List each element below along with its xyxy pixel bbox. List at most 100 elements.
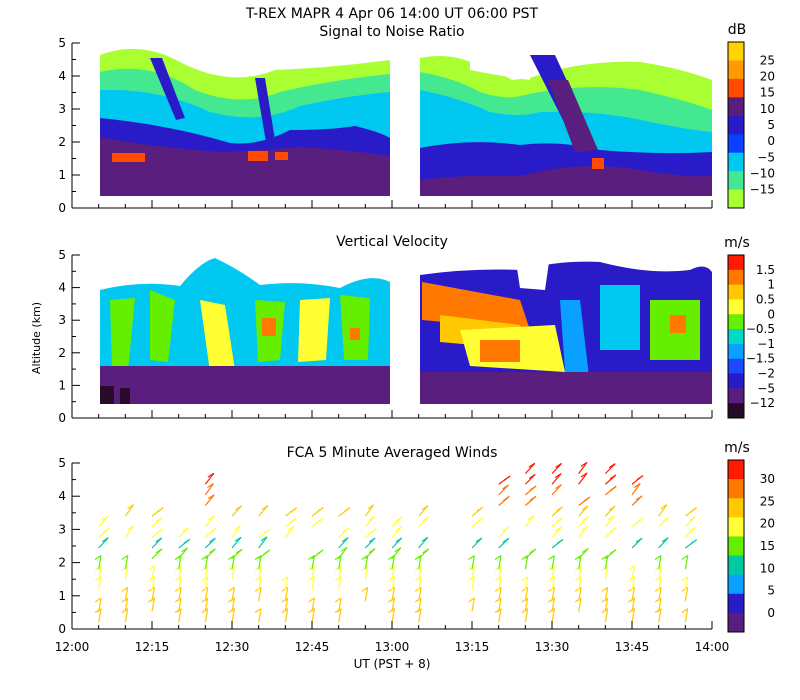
colorbar-label: 5 — [767, 584, 775, 598]
wind-barb-feather — [688, 516, 696, 522]
wind-barb-feather — [422, 516, 430, 522]
wind-barb — [418, 608, 422, 623]
wind-barb-feather — [201, 565, 209, 571]
wind-barb — [578, 555, 582, 570]
wind-barb-feather — [660, 504, 668, 510]
wind-barb-feather — [503, 475, 511, 481]
wind-barb — [551, 576, 556, 591]
wind-barb — [524, 555, 529, 570]
wind-barb-feather — [156, 507, 164, 513]
wind-barb-feather — [556, 506, 563, 512]
colorbar-swatch — [728, 460, 744, 480]
wind-barb — [471, 555, 476, 570]
colorbar-swatch — [728, 189, 744, 209]
wind-barb — [364, 504, 375, 517]
wind-barb — [551, 473, 562, 485]
vv-panel: Vertical Velocity — [100, 234, 712, 418]
wind-barb-feather — [654, 597, 662, 603]
y-tick-label: 3 — [58, 102, 66, 116]
wind-barb — [524, 587, 529, 602]
wind-barb — [98, 576, 102, 591]
wind-barb — [604, 608, 609, 623]
wind-barb-feather — [414, 576, 422, 582]
wind-barb-feather — [414, 597, 422, 603]
wind-barb — [338, 597, 342, 612]
wind-barb — [284, 526, 295, 538]
wind-barb-feather — [127, 504, 134, 510]
colorbar-label: 0 — [767, 307, 775, 321]
wind-barb-feather — [395, 526, 402, 532]
x-tick-label: 12:00 — [55, 640, 90, 654]
wind-barb — [604, 587, 609, 602]
wind-barb-feather — [121, 554, 129, 560]
wind-barb — [498, 587, 502, 602]
wind-barb-feather — [521, 576, 529, 582]
x-tick-label: 13:45 — [615, 640, 650, 654]
wind-barb — [391, 576, 396, 591]
y-tick-label: 2 — [58, 556, 66, 570]
wind-barb-feather — [316, 507, 324, 513]
wind-barb-feather — [308, 597, 315, 603]
wind-barb — [204, 555, 209, 570]
wind-barb-feather — [201, 586, 209, 592]
vv-heatmap — [100, 255, 712, 418]
x-tick-label: 12:30 — [215, 640, 250, 654]
wind-barb — [204, 494, 215, 506]
wind-barb — [631, 483, 641, 496]
figure-title: T-REX MAPR 4 Apr 06 14:00 UT 06:00 PST — [245, 6, 539, 22]
wind-barb-feather — [635, 537, 643, 543]
wind-barb-feather — [174, 586, 182, 592]
wind-barb — [311, 576, 316, 591]
wind-barb-feather — [155, 548, 163, 554]
wind-barb — [124, 587, 129, 602]
wind-barb — [524, 576, 529, 591]
wind-barb-feather — [228, 608, 235, 614]
wind-barb — [471, 565, 476, 580]
colorbar-swatch — [728, 78, 744, 98]
wind-barb — [98, 597, 102, 612]
wind-barb — [684, 576, 689, 591]
wind-barb-feather — [334, 565, 342, 571]
wind-barb-feather — [308, 554, 315, 560]
wind-barb-feather — [290, 517, 297, 523]
wind-barb-feather — [494, 586, 502, 592]
wind-barb-feather — [548, 597, 555, 603]
wind-barb-feather — [690, 539, 697, 545]
wind-barb-feather — [228, 586, 235, 592]
colorbar-label: −2 — [757, 367, 775, 381]
colorbar-swatch — [728, 479, 744, 499]
wind-barb — [418, 536, 429, 549]
wind-barb-feather — [527, 515, 535, 521]
wind-barb — [631, 597, 636, 612]
colorbar-swatch — [728, 115, 744, 135]
wind-barb — [391, 587, 396, 602]
wind-barb — [551, 565, 556, 580]
y-tick-label: 1 — [58, 168, 66, 182]
wind-barb — [604, 515, 615, 528]
wind-barb — [418, 587, 422, 602]
wind-barb-feather — [607, 515, 615, 521]
wind-barb-feather — [94, 565, 102, 571]
wind-barb-feather — [334, 597, 342, 603]
wind-barb-feather — [182, 527, 190, 533]
wind-barb — [204, 515, 215, 528]
wind-barb — [258, 587, 262, 602]
wind-barb-feather — [316, 517, 324, 523]
wind-barb-feather — [421, 505, 429, 511]
wind-barb-feather — [654, 554, 662, 560]
wind-barb — [231, 597, 236, 612]
wind-barb — [418, 565, 422, 580]
colorbar-label: −5 — [757, 381, 775, 395]
wind-barb-feather — [521, 554, 529, 560]
colorbar-frame — [727, 459, 745, 633]
colorbar-swatch — [728, 269, 744, 286]
wind-barb — [604, 597, 609, 612]
wind-barb-feather — [633, 483, 641, 489]
colorbar-swatch — [728, 329, 744, 345]
wind-barb — [98, 565, 102, 580]
wind-barb — [391, 565, 396, 580]
wind-barb-feather — [395, 516, 403, 522]
colorbar-swatch — [728, 612, 744, 633]
wind-barb-feather — [254, 586, 262, 592]
colorbars: dB2520151050−5−10−15m/s1.510.50−0.5−1−1.… — [724, 22, 775, 633]
